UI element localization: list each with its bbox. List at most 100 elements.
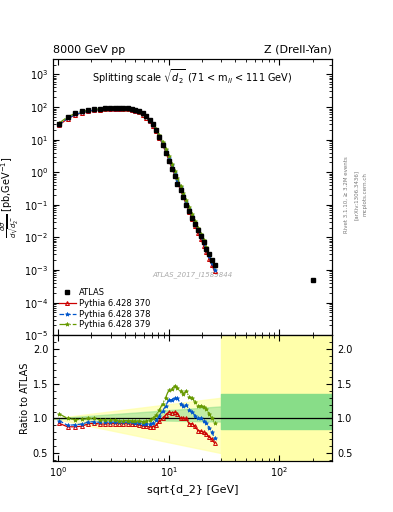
- ATLAS: [154, 127, 159, 133]
- Pythia 6.428 378: [129, 107, 134, 113]
- ATLAS: [157, 134, 162, 140]
- Pythia 6.428 379: [157, 132, 162, 138]
- ATLAS: [201, 240, 206, 246]
- Pythia 6.428 370: [175, 180, 180, 186]
- Pythia 6.428 379: [160, 139, 165, 145]
- Pythia 6.428 370: [86, 108, 91, 114]
- Pythia 6.428 378: [97, 106, 102, 113]
- Pythia 6.428 379: [172, 168, 177, 174]
- Pythia 6.428 378: [198, 233, 203, 239]
- Legend: ATLAS, Pythia 6.428 370, Pythia 6.428 378, Pythia 6.428 379: ATLAS, Pythia 6.428 370, Pythia 6.428 37…: [57, 287, 152, 331]
- ATLAS: [117, 105, 121, 111]
- Pythia 6.428 370: [166, 157, 171, 163]
- Pythia 6.428 370: [147, 118, 152, 124]
- Pythia 6.428 378: [166, 155, 171, 161]
- Pythia 6.428 378: [133, 108, 138, 114]
- ATLAS: [172, 173, 177, 179]
- Pythia 6.428 378: [92, 107, 97, 113]
- Pythia 6.428 379: [112, 105, 117, 111]
- Pythia 6.428 378: [187, 206, 191, 212]
- Pythia 6.428 379: [133, 108, 138, 114]
- Line: Pythia 6.428 378: Pythia 6.428 378: [57, 106, 217, 272]
- Pythia 6.428 378: [204, 247, 209, 253]
- Pythia 6.428 379: [140, 111, 145, 117]
- Pythia 6.428 378: [154, 127, 159, 133]
- Pythia 6.428 370: [209, 262, 214, 268]
- ATLAS: [204, 246, 209, 252]
- Pythia 6.428 379: [103, 105, 107, 112]
- Pythia 6.428 370: [190, 216, 195, 222]
- Pythia 6.428 379: [196, 225, 200, 231]
- Y-axis label: $\frac{d\sigma}{d\sqrt{d_2^-}}$ [pb,GeV$^{-1}$]: $\frac{d\sigma}{d\sqrt{d_2^-}}$ [pb,GeV$…: [0, 156, 21, 238]
- Pythia 6.428 379: [57, 120, 61, 126]
- Pythia 6.428 378: [108, 106, 112, 112]
- ATLAS: [212, 262, 217, 268]
- Pythia 6.428 378: [196, 227, 200, 233]
- ATLAS: [151, 121, 155, 127]
- ATLAS: [108, 105, 112, 111]
- ATLAS: [196, 227, 200, 233]
- Pythia 6.428 378: [65, 115, 70, 121]
- ATLAS: [80, 108, 84, 114]
- Pythia 6.428 379: [212, 263, 217, 269]
- Pythia 6.428 370: [112, 106, 117, 112]
- Pythia 6.428 379: [190, 211, 195, 217]
- Pythia 6.428 370: [117, 106, 121, 112]
- Pythia 6.428 378: [169, 162, 174, 168]
- Pythia 6.428 378: [163, 147, 168, 154]
- Pythia 6.428 378: [73, 112, 78, 118]
- ATLAS: [169, 165, 174, 172]
- ATLAS: [140, 110, 145, 116]
- Pythia 6.428 379: [97, 106, 102, 112]
- Pythia 6.428 370: [92, 108, 97, 114]
- Pythia 6.428 370: [73, 112, 78, 118]
- ATLAS: [193, 221, 197, 227]
- ATLAS: [86, 107, 91, 113]
- Pythia 6.428 378: [121, 106, 126, 112]
- Pythia 6.428 370: [108, 106, 112, 112]
- Pythia 6.428 379: [108, 105, 112, 112]
- Pythia 6.428 370: [133, 108, 138, 114]
- Pythia 6.428 378: [201, 240, 206, 246]
- Pythia 6.428 370: [184, 202, 189, 208]
- ATLAS: [175, 180, 180, 186]
- Pythia 6.428 378: [151, 122, 155, 128]
- ATLAS: [103, 105, 107, 111]
- Pythia 6.428 370: [212, 268, 217, 274]
- Pythia 6.428 370: [80, 110, 84, 116]
- Pythia 6.428 379: [169, 160, 174, 166]
- ATLAS: [112, 105, 117, 111]
- Pythia 6.428 379: [175, 175, 180, 181]
- ATLAS: [97, 105, 102, 112]
- Pythia 6.428 378: [178, 184, 183, 190]
- Pythia 6.428 370: [163, 149, 168, 155]
- Pythia 6.428 370: [137, 110, 141, 116]
- Pythia 6.428 379: [80, 108, 84, 114]
- Pythia 6.428 379: [207, 250, 211, 257]
- Pythia 6.428 379: [73, 110, 78, 116]
- Pythia 6.428 378: [209, 260, 214, 266]
- Pythia 6.428 370: [129, 107, 134, 113]
- ATLAS: [137, 108, 141, 114]
- Pythia 6.428 378: [57, 121, 61, 127]
- Text: ATLAS_2017_I1589844: ATLAS_2017_I1589844: [152, 271, 233, 278]
- Pythia 6.428 370: [97, 106, 102, 113]
- ATLAS: [125, 105, 130, 112]
- ATLAS: [73, 110, 78, 116]
- Pythia 6.428 370: [125, 106, 130, 113]
- Pythia 6.428 370: [181, 194, 186, 200]
- Pythia 6.428 370: [172, 172, 177, 178]
- ATLAS: [209, 257, 214, 263]
- Pythia 6.428 370: [57, 122, 61, 128]
- ATLAS: [160, 142, 165, 148]
- Pythia 6.428 379: [209, 257, 214, 263]
- Pythia 6.428 370: [207, 256, 211, 262]
- Text: Splitting scale $\sqrt{d_2}$ (71 < m$_{ll}$ < 111 GeV): Splitting scale $\sqrt{d_2}$ (71 < m$_{l…: [92, 67, 293, 86]
- Pythia 6.428 370: [151, 123, 155, 129]
- Pythia 6.428 379: [184, 197, 189, 203]
- Pythia 6.428 378: [193, 220, 197, 226]
- Pythia 6.428 379: [147, 117, 152, 123]
- Pythia 6.428 379: [92, 106, 97, 113]
- Pythia 6.428 379: [154, 126, 159, 132]
- Pythia 6.428 379: [121, 105, 126, 112]
